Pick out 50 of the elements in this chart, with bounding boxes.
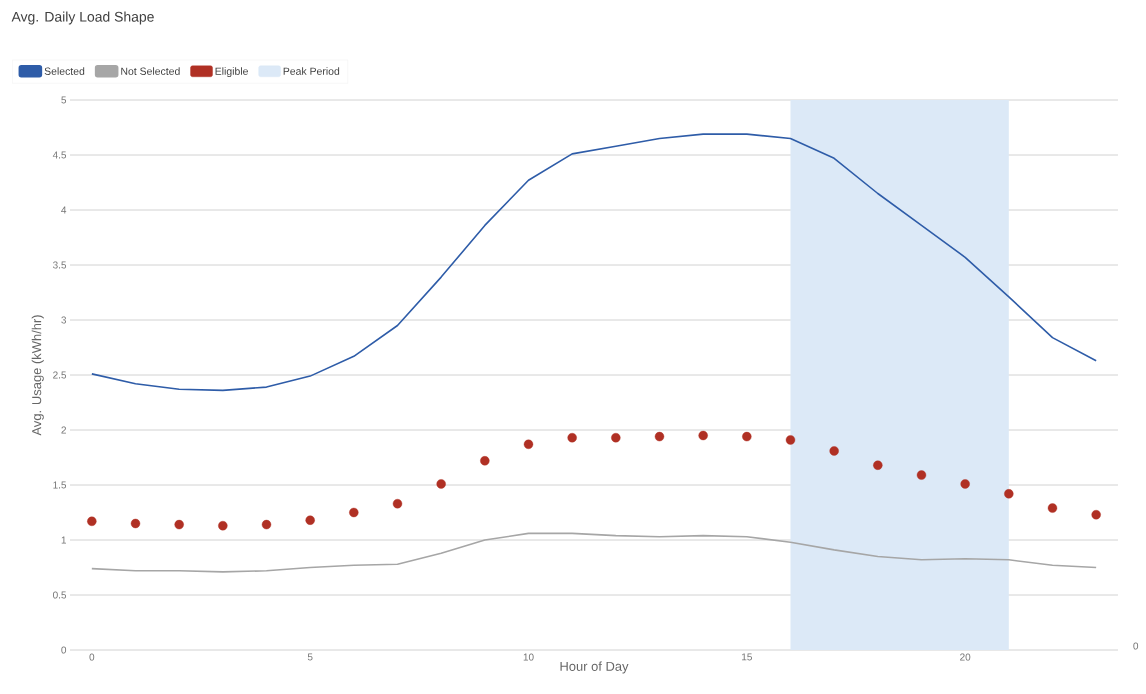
point — [261, 519, 272, 530]
legend-label: Peak Period — [283, 67, 340, 75]
point — [436, 479, 446, 489]
legend-label: Selected — [44, 67, 85, 75]
point — [349, 507, 359, 518]
x-tick-label: 5 — [307, 653, 313, 661]
y-tick-label: 1 — [61, 536, 66, 544]
point — [960, 479, 970, 489]
x-axis-title: Hour of Day — [560, 661, 629, 674]
y-tick-label: 1.5 — [53, 481, 67, 489]
legend-label: Eligible — [215, 67, 248, 77]
y-tick-label: 0 — [61, 646, 67, 654]
chart-title: Avg. Daily Load Shape — [11, 11, 154, 25]
point — [130, 518, 141, 529]
point — [654, 431, 665, 442]
x-tick-label: 0 — [89, 653, 95, 661]
point — [829, 446, 839, 456]
point — [1004, 489, 1014, 499]
point — [1091, 510, 1101, 520]
y-tick-label: 2.5 — [53, 371, 67, 379]
x-tick-label: 15 — [742, 653, 752, 661]
point — [392, 499, 403, 509]
y-axis-title: Avg. Usage (kWh/hr) — [31, 315, 44, 436]
point — [305, 515, 315, 525]
y-tick-label: 0.5 — [53, 591, 67, 599]
y-tick-label: 5 — [61, 96, 67, 104]
point — [785, 435, 796, 445]
y-tick-label: 4.5 — [52, 151, 67, 159]
x-tick-label: 10 — [523, 653, 534, 661]
point — [742, 431, 752, 442]
y-tick-label: 3.5 — [53, 261, 67, 269]
y-tick-label: 3 — [61, 316, 67, 324]
line-series — [91, 133, 1097, 392]
point — [916, 470, 927, 480]
point — [698, 430, 708, 441]
point — [873, 460, 883, 470]
text: 0 — [1133, 642, 1139, 650]
point — [523, 439, 534, 449]
point — [567, 433, 577, 443]
point — [218, 521, 228, 531]
point — [611, 433, 621, 443]
legend-label: Not Selected — [121, 67, 180, 75]
x-tick-label: 20 — [960, 653, 971, 661]
y-tick-label: 2 — [61, 426, 66, 434]
point — [480, 456, 490, 466]
line-series — [91, 532, 1097, 573]
point — [174, 519, 184, 530]
point — [87, 516, 97, 526]
point — [1047, 503, 1058, 513]
y-tick-label: 4 — [61, 206, 67, 214]
